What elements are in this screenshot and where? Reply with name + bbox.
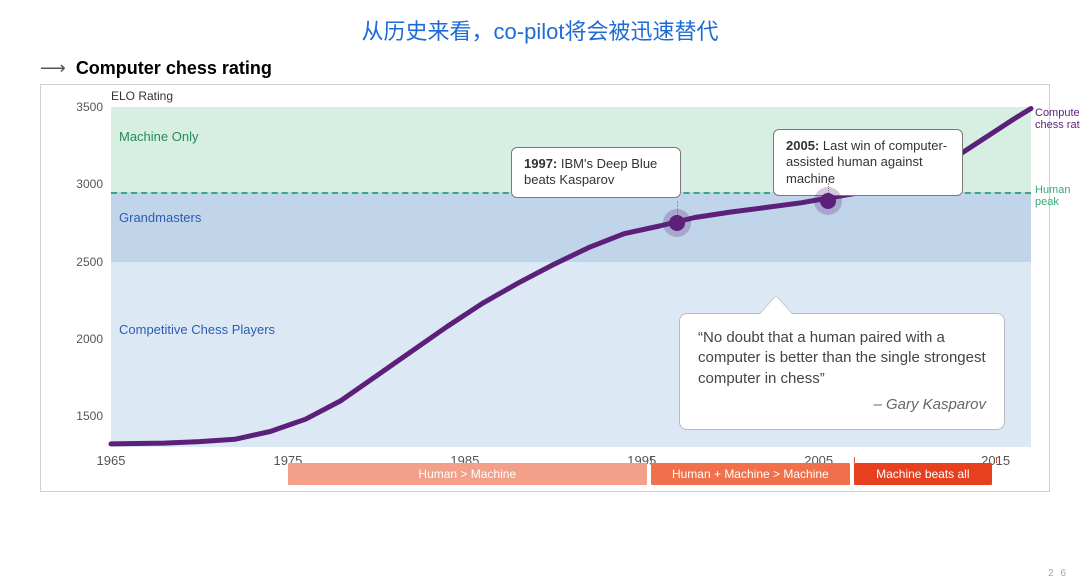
arrow-right-icon: ⟶ xyxy=(40,58,66,79)
chart-header: ⟶ Computer chess rating xyxy=(40,58,1080,79)
ytick: 2500 xyxy=(71,255,103,269)
ytick: 3000 xyxy=(71,177,103,191)
ytick: 1500 xyxy=(71,409,103,423)
band-label: Competitive Chess Players xyxy=(119,322,275,337)
page-number: 2 6 xyxy=(1048,568,1068,579)
plot-area: Machine Only Grandmasters Competitive Ches… xyxy=(111,107,1031,447)
era-segment-0: Human > Machine xyxy=(288,463,647,485)
chart-title: Computer chess rating xyxy=(76,58,272,79)
callout-1: 2005: Last win of computer-assisted huma… xyxy=(773,129,963,196)
event-marker-0 xyxy=(669,215,685,231)
band-1 xyxy=(111,192,1031,262)
right-label: Human peak xyxy=(1035,184,1080,208)
band-label: Machine Only xyxy=(119,129,198,144)
slide-title: 从历史来看，co-pilot将会被迅速替代 xyxy=(0,0,1080,46)
era-tick xyxy=(996,457,997,463)
era-segment-1: Human + Machine > Machine xyxy=(651,463,850,485)
quote-box: “No doubt that a human paired with a com… xyxy=(679,313,1005,430)
era-segment-2: Machine beats all xyxy=(854,463,992,485)
band-label: Grandmasters xyxy=(119,210,201,225)
quote-attribution: – Gary Kasparov xyxy=(698,395,986,415)
era-track: Human > MachineHuman + Machine > Machine… xyxy=(111,463,1031,489)
chart-container: ELO Rating Machine Only Grandmasters Compe… xyxy=(40,84,1050,492)
ytick: 3500 xyxy=(71,100,103,114)
callout-0: 1997: IBM's Deep Blue beats Kasparov xyxy=(511,147,681,198)
right-label: Computer chess rating xyxy=(1035,107,1080,131)
ytick: 2000 xyxy=(71,332,103,346)
y-axis-label: ELO Rating xyxy=(111,89,173,103)
quote-text: “No doubt that a human paired with a com… xyxy=(698,328,986,389)
event-marker-1 xyxy=(820,193,836,209)
